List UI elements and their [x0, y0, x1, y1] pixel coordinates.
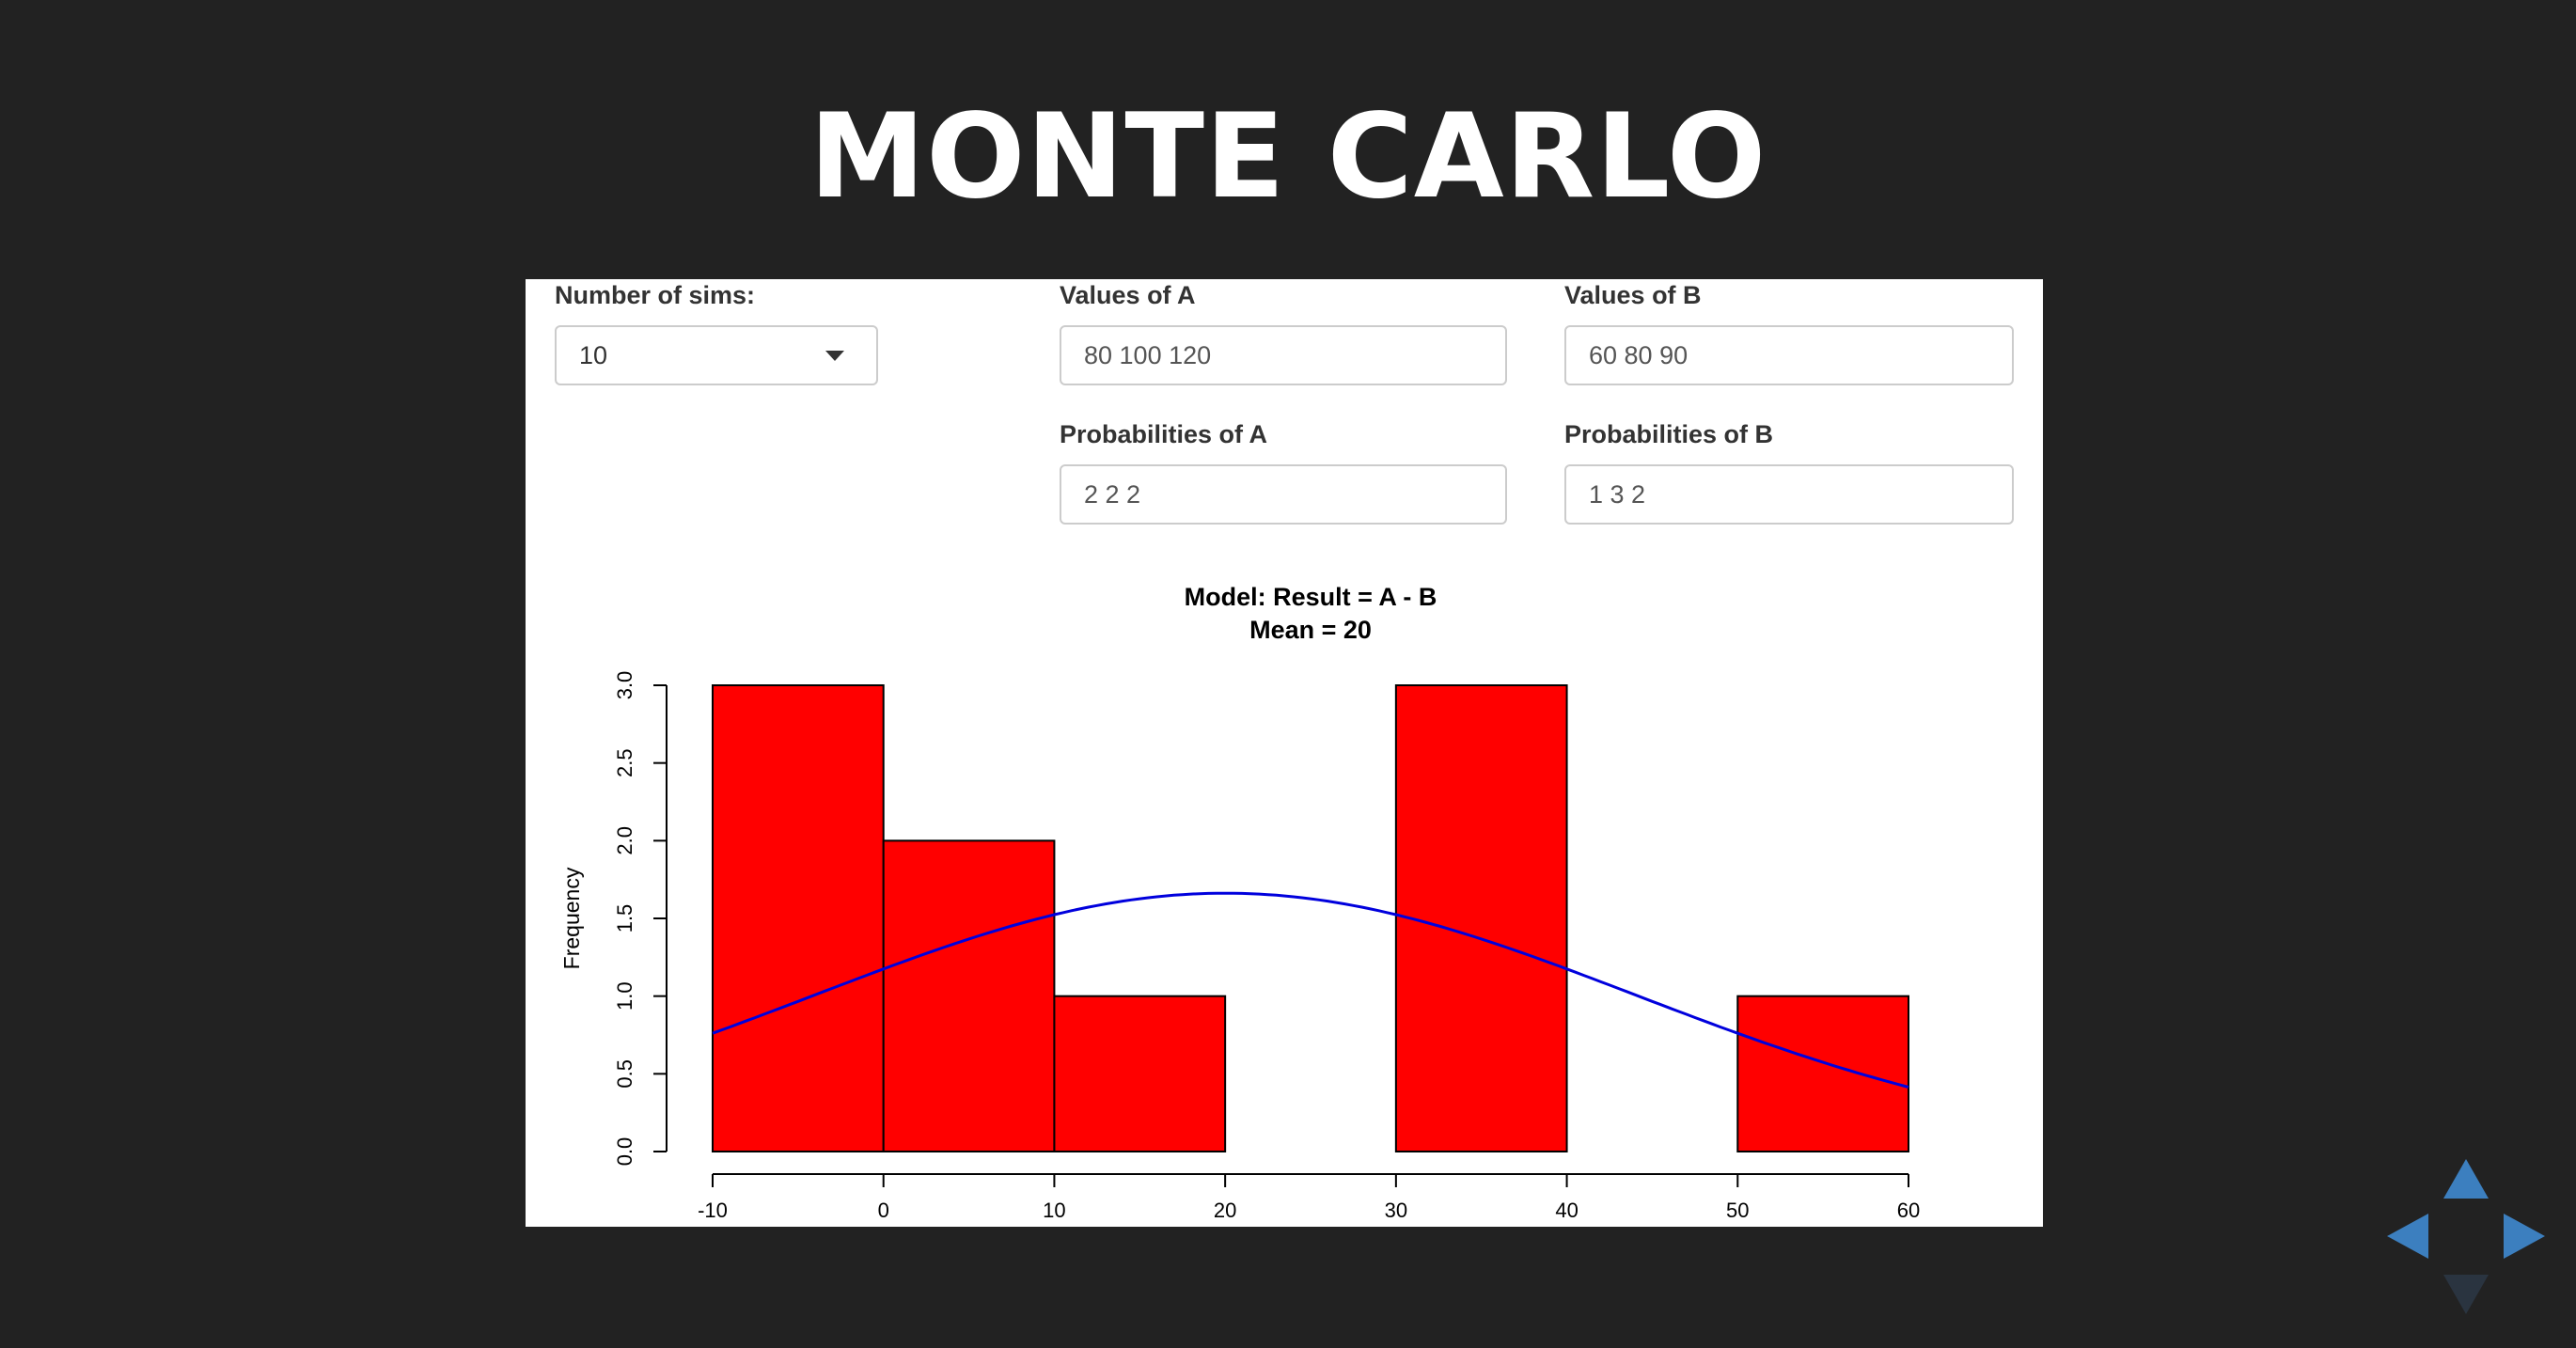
slide-title: MONTE CARLO	[809, 89, 1767, 225]
y-tick-label-4: 2.0	[613, 826, 636, 855]
plot-subtitle: Mean = 20	[1249, 616, 1372, 644]
histogram-bar-6	[1736, 995, 1910, 1153]
values-b-label: Values of B	[1564, 281, 1702, 309]
y-tick-label-2: 1.0	[613, 981, 636, 1011]
histogram-bar-2	[1053, 995, 1227, 1153]
x-tick-label-0: -10	[698, 1199, 728, 1222]
y-axis-label: Frequency	[559, 867, 584, 969]
values-a-input[interactable]	[1060, 325, 1507, 385]
values-a-label: Values of A	[1060, 281, 1196, 309]
prob-b-label: Probabilities of B	[1564, 420, 1774, 448]
y-tick-label-3: 1.5	[613, 904, 636, 933]
plot-title: Model: Result = A - B	[1185, 583, 1437, 611]
y-tick-label-1: 0.5	[613, 1059, 636, 1089]
prob-a-label: Probabilities of A	[1060, 420, 1268, 448]
x-tick-label-4: 30	[1385, 1199, 1407, 1222]
values-b-input[interactable]	[1564, 325, 2014, 385]
sims-label: Number of sims:	[555, 281, 756, 309]
app-panel: Number of sims: 10 Values of A Values of…	[526, 279, 2043, 1227]
y-tick-label-0: 0.0	[613, 1137, 636, 1167]
histogram-plot: Model: Result = A - B Mean = 20 Frequenc…	[559, 583, 1920, 1222]
normal-curve	[712, 891, 1909, 1089]
x-tick-label-7: 60	[1897, 1199, 1920, 1222]
x-tick-label-1: 0	[878, 1199, 889, 1222]
arrow-left-icon[interactable]	[2387, 1214, 2428, 1259]
arrow-down-icon[interactable]	[2443, 1275, 2489, 1314]
prob-a-input[interactable]	[1060, 464, 1507, 525]
y-tick-label-6: 3.0	[613, 671, 636, 700]
arrow-up-icon[interactable]	[2443, 1159, 2489, 1199]
chevron-down-icon	[825, 351, 844, 361]
y-tick-label-5: 2.5	[613, 748, 636, 777]
histogram-bar-1	[882, 839, 1056, 1152]
sims-select[interactable]: 10	[555, 325, 878, 385]
x-tick-label-6: 50	[1726, 1199, 1749, 1222]
x-tick-label-5: 40	[1555, 1199, 1578, 1222]
x-tick-label-2: 10	[1043, 1199, 1065, 1222]
sims-value: 10	[579, 341, 608, 369]
histogram-bar-0	[712, 684, 885, 1152]
x-tick-label-3: 20	[1214, 1199, 1236, 1222]
histogram-bar-4	[1394, 684, 1568, 1152]
arrow-right-icon[interactable]	[2504, 1214, 2545, 1259]
prob-b-input[interactable]	[1564, 464, 2014, 525]
